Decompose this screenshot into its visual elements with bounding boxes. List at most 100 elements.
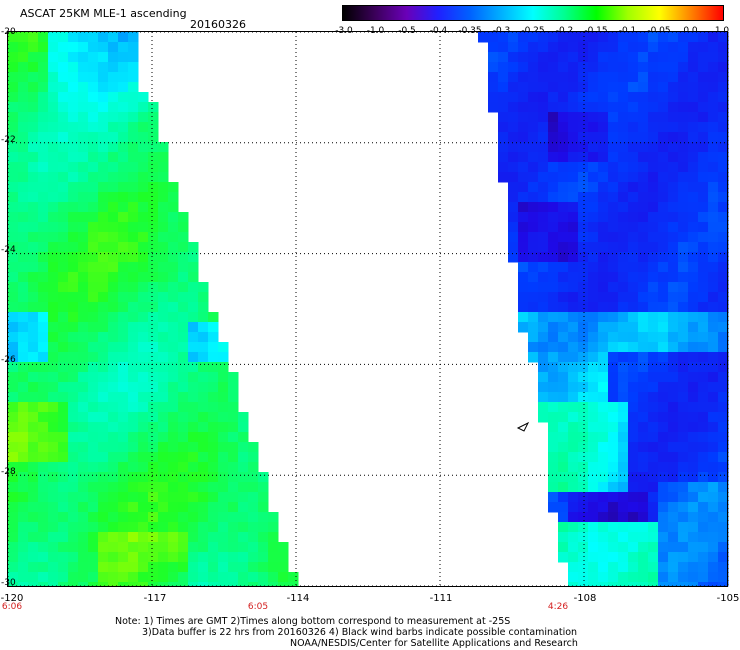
wind-cell xyxy=(108,42,119,53)
wind-cell xyxy=(8,132,19,143)
wind-cell xyxy=(8,482,19,493)
wind-cell xyxy=(8,452,19,463)
wind-cell xyxy=(558,492,569,503)
wind-cell xyxy=(648,522,659,533)
wind-cell xyxy=(568,152,579,163)
wind-cell xyxy=(558,112,569,123)
wind-cell xyxy=(638,262,649,273)
wind-cell xyxy=(128,282,139,293)
wind-cell xyxy=(108,492,119,503)
wind-cell xyxy=(648,492,659,503)
wind-cell xyxy=(68,112,79,123)
wind-cell xyxy=(598,522,609,533)
wind-cell xyxy=(98,52,109,63)
wind-cell xyxy=(498,92,509,103)
wind-cell xyxy=(508,172,519,183)
wind-cell xyxy=(188,472,199,483)
wind-cell xyxy=(588,382,599,393)
wind-cell xyxy=(598,92,609,103)
wind-cell xyxy=(108,502,119,513)
wind-cell xyxy=(28,472,39,483)
lat-label-24: -24 xyxy=(1,245,16,255)
wind-cell xyxy=(678,232,689,243)
wind-cell xyxy=(78,422,89,433)
wind-cell xyxy=(608,362,619,373)
wind-cell xyxy=(598,532,609,543)
wind-cell xyxy=(58,262,69,273)
wind-cell xyxy=(158,292,169,303)
wind-cell xyxy=(158,502,169,513)
wind-cell xyxy=(118,202,129,213)
wind-cell xyxy=(668,112,679,123)
wind-cell xyxy=(18,212,29,223)
wind-cell xyxy=(498,152,509,163)
wind-cell xyxy=(148,542,159,553)
wind-cell xyxy=(618,312,629,323)
wind-cell xyxy=(28,582,39,587)
wind-cell xyxy=(698,392,709,403)
wind-cell xyxy=(658,502,669,513)
wind-cell xyxy=(248,482,259,493)
wind-cell xyxy=(248,542,259,553)
wind-cell xyxy=(48,312,59,323)
wind-cell xyxy=(568,402,579,413)
wind-cell xyxy=(608,502,619,513)
wind-cell xyxy=(598,72,609,83)
wind-cell xyxy=(628,222,639,233)
wind-cell xyxy=(608,262,619,273)
wind-cell xyxy=(18,452,29,463)
wind-cell xyxy=(28,332,39,343)
wind-cell xyxy=(128,172,139,183)
wind-cell xyxy=(658,32,669,43)
wind-cell xyxy=(78,342,89,353)
wind-cell xyxy=(128,442,139,453)
wind-cell xyxy=(558,342,569,353)
wind-cell xyxy=(688,482,699,493)
wind-cell xyxy=(148,312,159,323)
wind-cell xyxy=(98,282,109,293)
wind-cell xyxy=(18,492,29,503)
wind-cell xyxy=(118,212,129,223)
wind-cell xyxy=(98,412,109,423)
wind-cell xyxy=(568,462,579,473)
wind-cell xyxy=(178,302,189,313)
wind-cell xyxy=(48,112,59,123)
wind-cell xyxy=(168,302,179,313)
wind-cell xyxy=(158,362,169,373)
wind-cell xyxy=(108,402,119,413)
wind-cell xyxy=(648,152,659,163)
wind-cell xyxy=(518,222,529,233)
wind-cell xyxy=(548,262,559,273)
wind-cell xyxy=(18,432,29,443)
wind-cell xyxy=(668,402,679,413)
wind-cell xyxy=(158,182,169,193)
wind-cell xyxy=(678,572,689,583)
wind-cell xyxy=(528,262,539,273)
wind-cell xyxy=(618,52,629,63)
wind-cell xyxy=(628,472,639,483)
wind-cell xyxy=(618,342,629,353)
wind-cell xyxy=(28,252,39,263)
wind-cell xyxy=(248,462,259,473)
wind-cell xyxy=(208,532,219,543)
wind-cell xyxy=(628,302,639,313)
wind-cell xyxy=(38,262,49,273)
wind-cell xyxy=(108,512,119,523)
wind-cell xyxy=(548,392,559,403)
wind-cell xyxy=(678,142,689,153)
wind-cell xyxy=(208,342,219,353)
wind-cell xyxy=(618,292,629,303)
wind-cell xyxy=(658,172,669,183)
wind-cell xyxy=(608,192,619,203)
wind-cell xyxy=(628,162,639,173)
wind-cell xyxy=(688,452,699,463)
wind-cell xyxy=(608,352,619,363)
wind-cell xyxy=(648,302,659,313)
wind-cell xyxy=(548,172,559,183)
wind-cell xyxy=(68,482,79,493)
wind-cell xyxy=(18,562,29,573)
wind-cell xyxy=(108,432,119,443)
wind-cell xyxy=(218,572,229,583)
wind-cell xyxy=(578,332,589,343)
wind-cell xyxy=(78,302,89,313)
